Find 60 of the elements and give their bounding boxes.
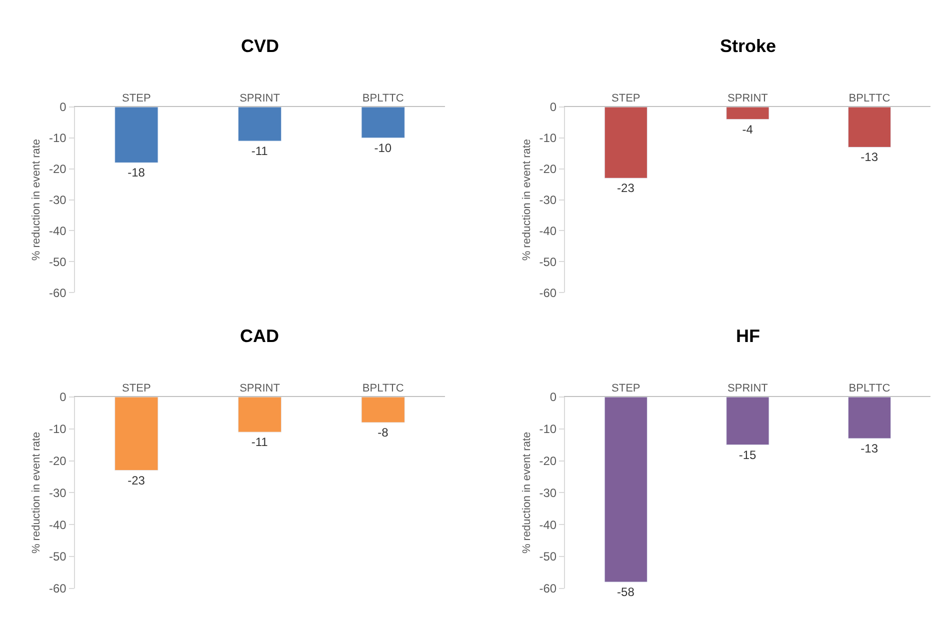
- y-tick-label: -50: [49, 550, 67, 564]
- y-tick-label: 0: [60, 100, 67, 114]
- data-label: -23: [617, 181, 635, 196]
- chart-title: Stroke: [720, 36, 776, 56]
- y-tick-label: -30: [49, 193, 67, 207]
- y-axis-title: % reduction in event rate: [520, 138, 533, 261]
- y-tick-label: -60: [49, 286, 67, 300]
- y-tick-label: -20: [49, 162, 67, 176]
- data-label: -15: [738, 448, 757, 462]
- x-tick-label: SPRINT: [728, 92, 768, 105]
- y-tick-label: -50: [49, 254, 67, 269]
- data-label: -18: [128, 166, 146, 180]
- chart-title: CVD: [241, 36, 280, 56]
- y-tick-label: -40: [539, 518, 557, 532]
- x-tick-label: STEP: [612, 92, 640, 105]
- y-tick-label: -40: [49, 518, 67, 532]
- y-tick-label: -60: [539, 582, 557, 596]
- data-label: -11: [251, 144, 268, 158]
- x-tick-label: BPLTTC: [362, 92, 404, 105]
- data-label: -13: [860, 441, 878, 456]
- y-tick-label: -10: [539, 422, 557, 436]
- y-tick-label: -40: [49, 224, 67, 238]
- data-label: -13: [860, 150, 878, 164]
- data-label: -11: [251, 435, 268, 450]
- y-tick-label: -20: [539, 454, 557, 468]
- x-tick-label: BPLTTC: [848, 92, 890, 105]
- y-axis-title: % reduction in event rate: [520, 432, 533, 554]
- y-tick-label: -30: [539, 193, 557, 207]
- y-tick-label: -60: [49, 582, 67, 596]
- y-tick-label: 0: [550, 390, 557, 404]
- data-label: -58: [617, 585, 635, 600]
- x-tick-label: SPRINT: [240, 382, 280, 395]
- x-tick-label: BPLTTC: [362, 382, 404, 395]
- y-tick-label: -10: [539, 131, 557, 146]
- data-label: -8: [378, 426, 389, 440]
- x-tick-label: STEP: [612, 382, 640, 395]
- y-tick-label: -40: [539, 224, 557, 238]
- y-tick-label: -10: [49, 131, 67, 146]
- chart-title: HF: [736, 326, 760, 346]
- x-tick-label: STEP: [122, 382, 151, 395]
- data-label: -10: [374, 140, 392, 155]
- y-tick-label: -60: [539, 286, 557, 300]
- y-tick-label: -30: [539, 486, 557, 500]
- x-tick-label: BPLTTC: [848, 382, 890, 395]
- y-axis-title: % reduction in event rate: [30, 138, 43, 261]
- y-tick-label: -20: [49, 454, 67, 468]
- y-tick-label: 0: [550, 100, 557, 114]
- x-tick-label: SPRINT: [728, 382, 768, 395]
- chart-title: CAD: [240, 326, 279, 346]
- x-tick-label: SPRINT: [240, 92, 280, 105]
- data-label: -4: [742, 122, 754, 136]
- y-tick-label: -50: [539, 254, 557, 269]
- data-label: -23: [128, 473, 146, 488]
- y-tick-label: -20: [539, 162, 557, 176]
- y-tick-label: -30: [49, 486, 67, 500]
- y-tick-label: -50: [539, 550, 557, 564]
- x-tick-label: STEP: [122, 92, 151, 105]
- y-axis-title: % reduction in event rate: [30, 432, 43, 554]
- y-tick-label: -10: [49, 422, 67, 436]
- y-tick-label: 0: [60, 390, 67, 404]
